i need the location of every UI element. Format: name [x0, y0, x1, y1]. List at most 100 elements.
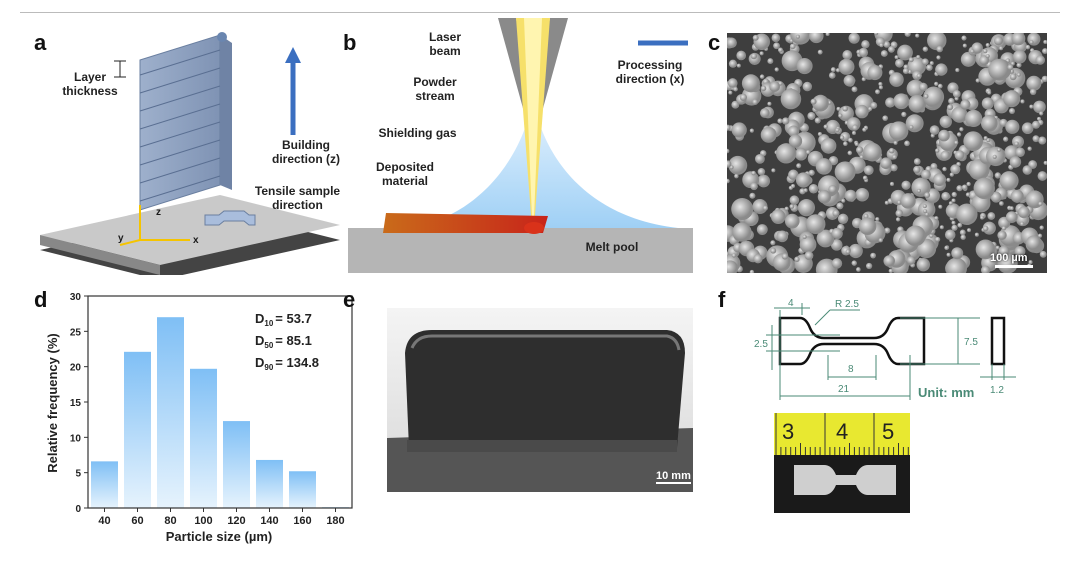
powder-particle — [728, 155, 748, 175]
powder-particle — [965, 192, 971, 197]
powder-particle — [997, 230, 1007, 240]
powder-particle — [842, 50, 853, 60]
powder-particle — [844, 189, 857, 202]
powder-particle — [791, 184, 796, 189]
powder-particle — [999, 201, 1004, 206]
powder-particle — [855, 104, 869, 119]
bar-120 — [223, 421, 250, 508]
powder-particle — [921, 58, 929, 66]
powder-particle — [784, 213, 800, 229]
powder-particle — [802, 81, 813, 92]
powder-particle — [1016, 72, 1021, 77]
powder-particle — [951, 106, 968, 123]
powder-particle — [789, 204, 795, 209]
powder-particle — [837, 213, 849, 224]
powder-particle — [939, 115, 952, 128]
dim-21: 21 — [838, 384, 850, 395]
processing-direction-label: Processing direction (x) — [615, 58, 685, 86]
powder-particle — [944, 229, 956, 241]
d-annotation: D90 = 134.8 — [255, 355, 319, 372]
powder-particle — [851, 260, 857, 266]
powder-particle — [751, 170, 756, 176]
powder-particle — [831, 258, 843, 269]
powder-particle — [892, 154, 897, 160]
powder-particle — [1043, 160, 1047, 165]
dim-12: 1.2 — [990, 385, 1004, 396]
powder-particle — [838, 113, 843, 118]
powder-particle — [878, 238, 883, 243]
powder-particle — [859, 155, 864, 160]
powder-particle — [1026, 75, 1042, 91]
dim-r25: R 2.5 — [835, 299, 859, 310]
powder-particle — [961, 184, 968, 191]
powder-particle — [727, 37, 737, 49]
powder-particle — [949, 172, 954, 177]
powder-particle — [830, 239, 843, 251]
powder-particle — [1031, 120, 1040, 129]
powder-particle — [750, 53, 758, 60]
powder-particle — [929, 125, 940, 135]
powder-particle — [895, 209, 903, 217]
powder-particle — [1014, 141, 1019, 147]
powder-particle — [753, 254, 763, 264]
powder-particle — [895, 58, 904, 68]
powder-particle — [975, 78, 980, 83]
powder-particle — [728, 90, 733, 95]
powder-particle — [1014, 245, 1026, 257]
powder-particle — [983, 48, 988, 54]
powder-particle — [777, 47, 783, 53]
powder-particle — [884, 227, 891, 234]
powder-particle — [828, 184, 837, 194]
powder-particle — [750, 182, 758, 191]
powder-particle — [835, 127, 840, 133]
powder-particle — [1016, 62, 1022, 68]
powder-particle — [790, 33, 811, 45]
powder-particle — [820, 138, 837, 154]
powder-particle — [1037, 233, 1043, 238]
powder-particle — [816, 229, 835, 248]
powder-particle — [993, 36, 1004, 46]
powder-particle — [997, 253, 1018, 273]
powder-particle — [780, 88, 802, 110]
y-tick-label: 0 — [75, 504, 81, 515]
powder-particle — [817, 132, 823, 137]
panel-label-b: b — [343, 30, 357, 55]
powder-particle — [995, 245, 1000, 250]
powder-particle — [1009, 156, 1022, 168]
dim-8: 8 — [848, 364, 854, 375]
powder-particle — [1010, 61, 1015, 66]
bar-60 — [124, 351, 151, 508]
top-rule — [20, 12, 1060, 13]
powder-particle — [956, 185, 963, 192]
powder-particle — [967, 228, 972, 233]
powder-particle — [731, 122, 747, 138]
panel-label-c: c — [708, 30, 721, 55]
tensile-specimen-drawing: 4 R 2.5 2.5 7.5 8 21 1.2 Unit: mm — [754, 298, 1016, 400]
powder-particle — [980, 265, 991, 273]
powder-particle — [830, 67, 836, 73]
y-tick-label: 20 — [70, 363, 82, 374]
ded-process-schematic — [348, 18, 693, 273]
powder-particle — [936, 55, 941, 60]
powder-particle — [868, 106, 873, 111]
powder-particle — [1005, 211, 1018, 224]
powder-particle — [809, 33, 824, 44]
bar-100 — [190, 368, 217, 508]
x-tick-label: 160 — [293, 515, 311, 527]
powder-particle — [773, 42, 780, 50]
powder-particle — [797, 199, 816, 217]
powder-particle — [834, 161, 856, 183]
powder-particle — [727, 178, 730, 184]
powder-particle — [959, 229, 966, 236]
powder-particle — [909, 125, 914, 130]
powder-particle — [889, 72, 904, 87]
powder-particle — [905, 225, 926, 247]
powder-particle — [752, 99, 759, 105]
powder-particle — [878, 82, 883, 87]
powder-particle — [1039, 250, 1047, 258]
powder-particle — [777, 118, 783, 124]
powder-particle — [1027, 146, 1032, 151]
powder-particle — [956, 132, 962, 137]
panel-label-a: a — [34, 30, 47, 55]
powder-particle — [883, 41, 891, 48]
